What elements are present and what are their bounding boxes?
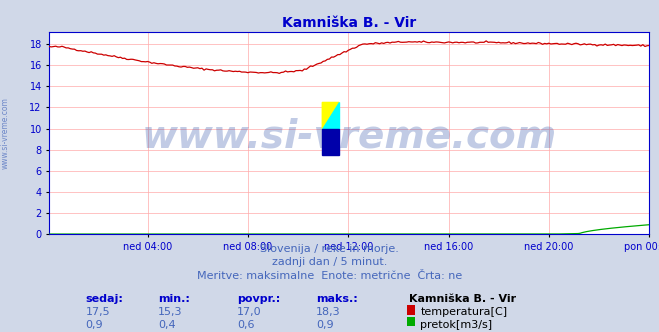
Text: 0,9: 0,9 xyxy=(316,320,334,330)
Title: Kamniška B. - Vir: Kamniška B. - Vir xyxy=(282,16,416,30)
Text: Meritve: maksimalne  Enote: metrične  Črta: ne: Meritve: maksimalne Enote: metrične Črta… xyxy=(197,271,462,281)
Text: 17,0: 17,0 xyxy=(237,307,262,317)
Polygon shape xyxy=(322,102,339,129)
Text: maks.:: maks.: xyxy=(316,294,358,304)
Text: www.si-vreme.com: www.si-vreme.com xyxy=(1,97,10,169)
Polygon shape xyxy=(322,102,339,129)
Text: 18,3: 18,3 xyxy=(316,307,341,317)
Text: pretok[m3/s]: pretok[m3/s] xyxy=(420,320,492,330)
Text: 0,6: 0,6 xyxy=(237,320,255,330)
Text: www.si-vreme.com: www.si-vreme.com xyxy=(142,118,557,156)
Text: 17,5: 17,5 xyxy=(86,307,110,317)
Text: 15,3: 15,3 xyxy=(158,307,183,317)
Bar xyxy=(322,129,339,155)
Text: Slovenija / reke in morje.: Slovenija / reke in morje. xyxy=(260,244,399,254)
Text: zadnji dan / 5 minut.: zadnji dan / 5 minut. xyxy=(272,257,387,267)
Text: povpr.:: povpr.: xyxy=(237,294,281,304)
Text: temperatura[C]: temperatura[C] xyxy=(420,307,507,317)
Text: sedaj:: sedaj: xyxy=(86,294,123,304)
Text: 0,4: 0,4 xyxy=(158,320,176,330)
Text: min.:: min.: xyxy=(158,294,190,304)
Text: Kamniška B. - Vir: Kamniška B. - Vir xyxy=(409,294,516,304)
Text: 0,9: 0,9 xyxy=(86,320,103,330)
